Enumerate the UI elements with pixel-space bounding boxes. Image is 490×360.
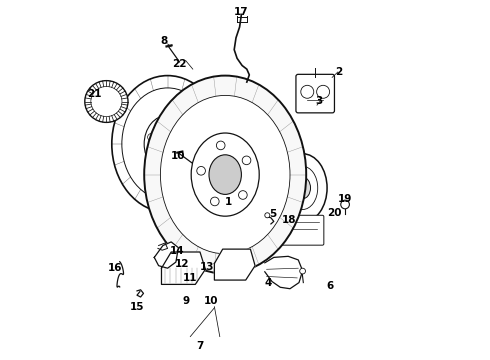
- Ellipse shape: [91, 86, 122, 117]
- Ellipse shape: [85, 81, 128, 122]
- Circle shape: [301, 85, 314, 98]
- Circle shape: [174, 158, 181, 165]
- Circle shape: [341, 200, 349, 209]
- Ellipse shape: [144, 115, 191, 173]
- Text: 7: 7: [196, 341, 204, 351]
- Ellipse shape: [209, 155, 242, 194]
- Ellipse shape: [122, 88, 213, 200]
- Circle shape: [164, 119, 171, 126]
- Text: 13: 13: [200, 262, 215, 272]
- Ellipse shape: [112, 76, 223, 212]
- Circle shape: [317, 85, 330, 98]
- Text: 5: 5: [270, 209, 277, 219]
- Text: 16: 16: [107, 263, 122, 273]
- Circle shape: [217, 141, 225, 150]
- Ellipse shape: [155, 129, 180, 159]
- Text: 10: 10: [203, 296, 218, 306]
- Text: 21: 21: [87, 89, 102, 99]
- Text: 3: 3: [315, 96, 322, 106]
- FancyBboxPatch shape: [296, 75, 335, 113]
- Polygon shape: [162, 252, 205, 284]
- FancyBboxPatch shape: [281, 215, 324, 245]
- Text: 4: 4: [265, 278, 272, 288]
- Text: 22: 22: [172, 59, 187, 69]
- Text: 11: 11: [183, 273, 197, 283]
- Text: 17: 17: [233, 6, 248, 17]
- Polygon shape: [154, 242, 178, 268]
- Circle shape: [197, 166, 205, 175]
- Text: 12: 12: [175, 258, 189, 269]
- Circle shape: [300, 268, 305, 274]
- Text: 20: 20: [327, 208, 342, 218]
- Circle shape: [211, 197, 219, 206]
- Text: 19: 19: [338, 194, 352, 204]
- Ellipse shape: [294, 177, 311, 199]
- Circle shape: [265, 213, 270, 218]
- Circle shape: [239, 191, 247, 199]
- Text: 2: 2: [335, 67, 342, 77]
- Ellipse shape: [144, 76, 306, 274]
- Text: 10: 10: [171, 150, 186, 161]
- Circle shape: [242, 156, 251, 165]
- Ellipse shape: [160, 95, 290, 254]
- Text: 9: 9: [182, 296, 189, 306]
- Circle shape: [180, 134, 188, 141]
- Polygon shape: [215, 249, 255, 280]
- Text: 15: 15: [130, 302, 144, 312]
- Ellipse shape: [191, 133, 259, 216]
- Circle shape: [147, 134, 155, 141]
- Circle shape: [154, 157, 161, 165]
- Polygon shape: [265, 256, 303, 289]
- Text: 8: 8: [160, 36, 168, 46]
- Text: 6: 6: [326, 281, 333, 291]
- Ellipse shape: [288, 166, 318, 210]
- Text: 14: 14: [170, 246, 185, 256]
- Text: 18: 18: [282, 215, 296, 225]
- Text: 1: 1: [225, 197, 232, 207]
- Ellipse shape: [278, 154, 327, 222]
